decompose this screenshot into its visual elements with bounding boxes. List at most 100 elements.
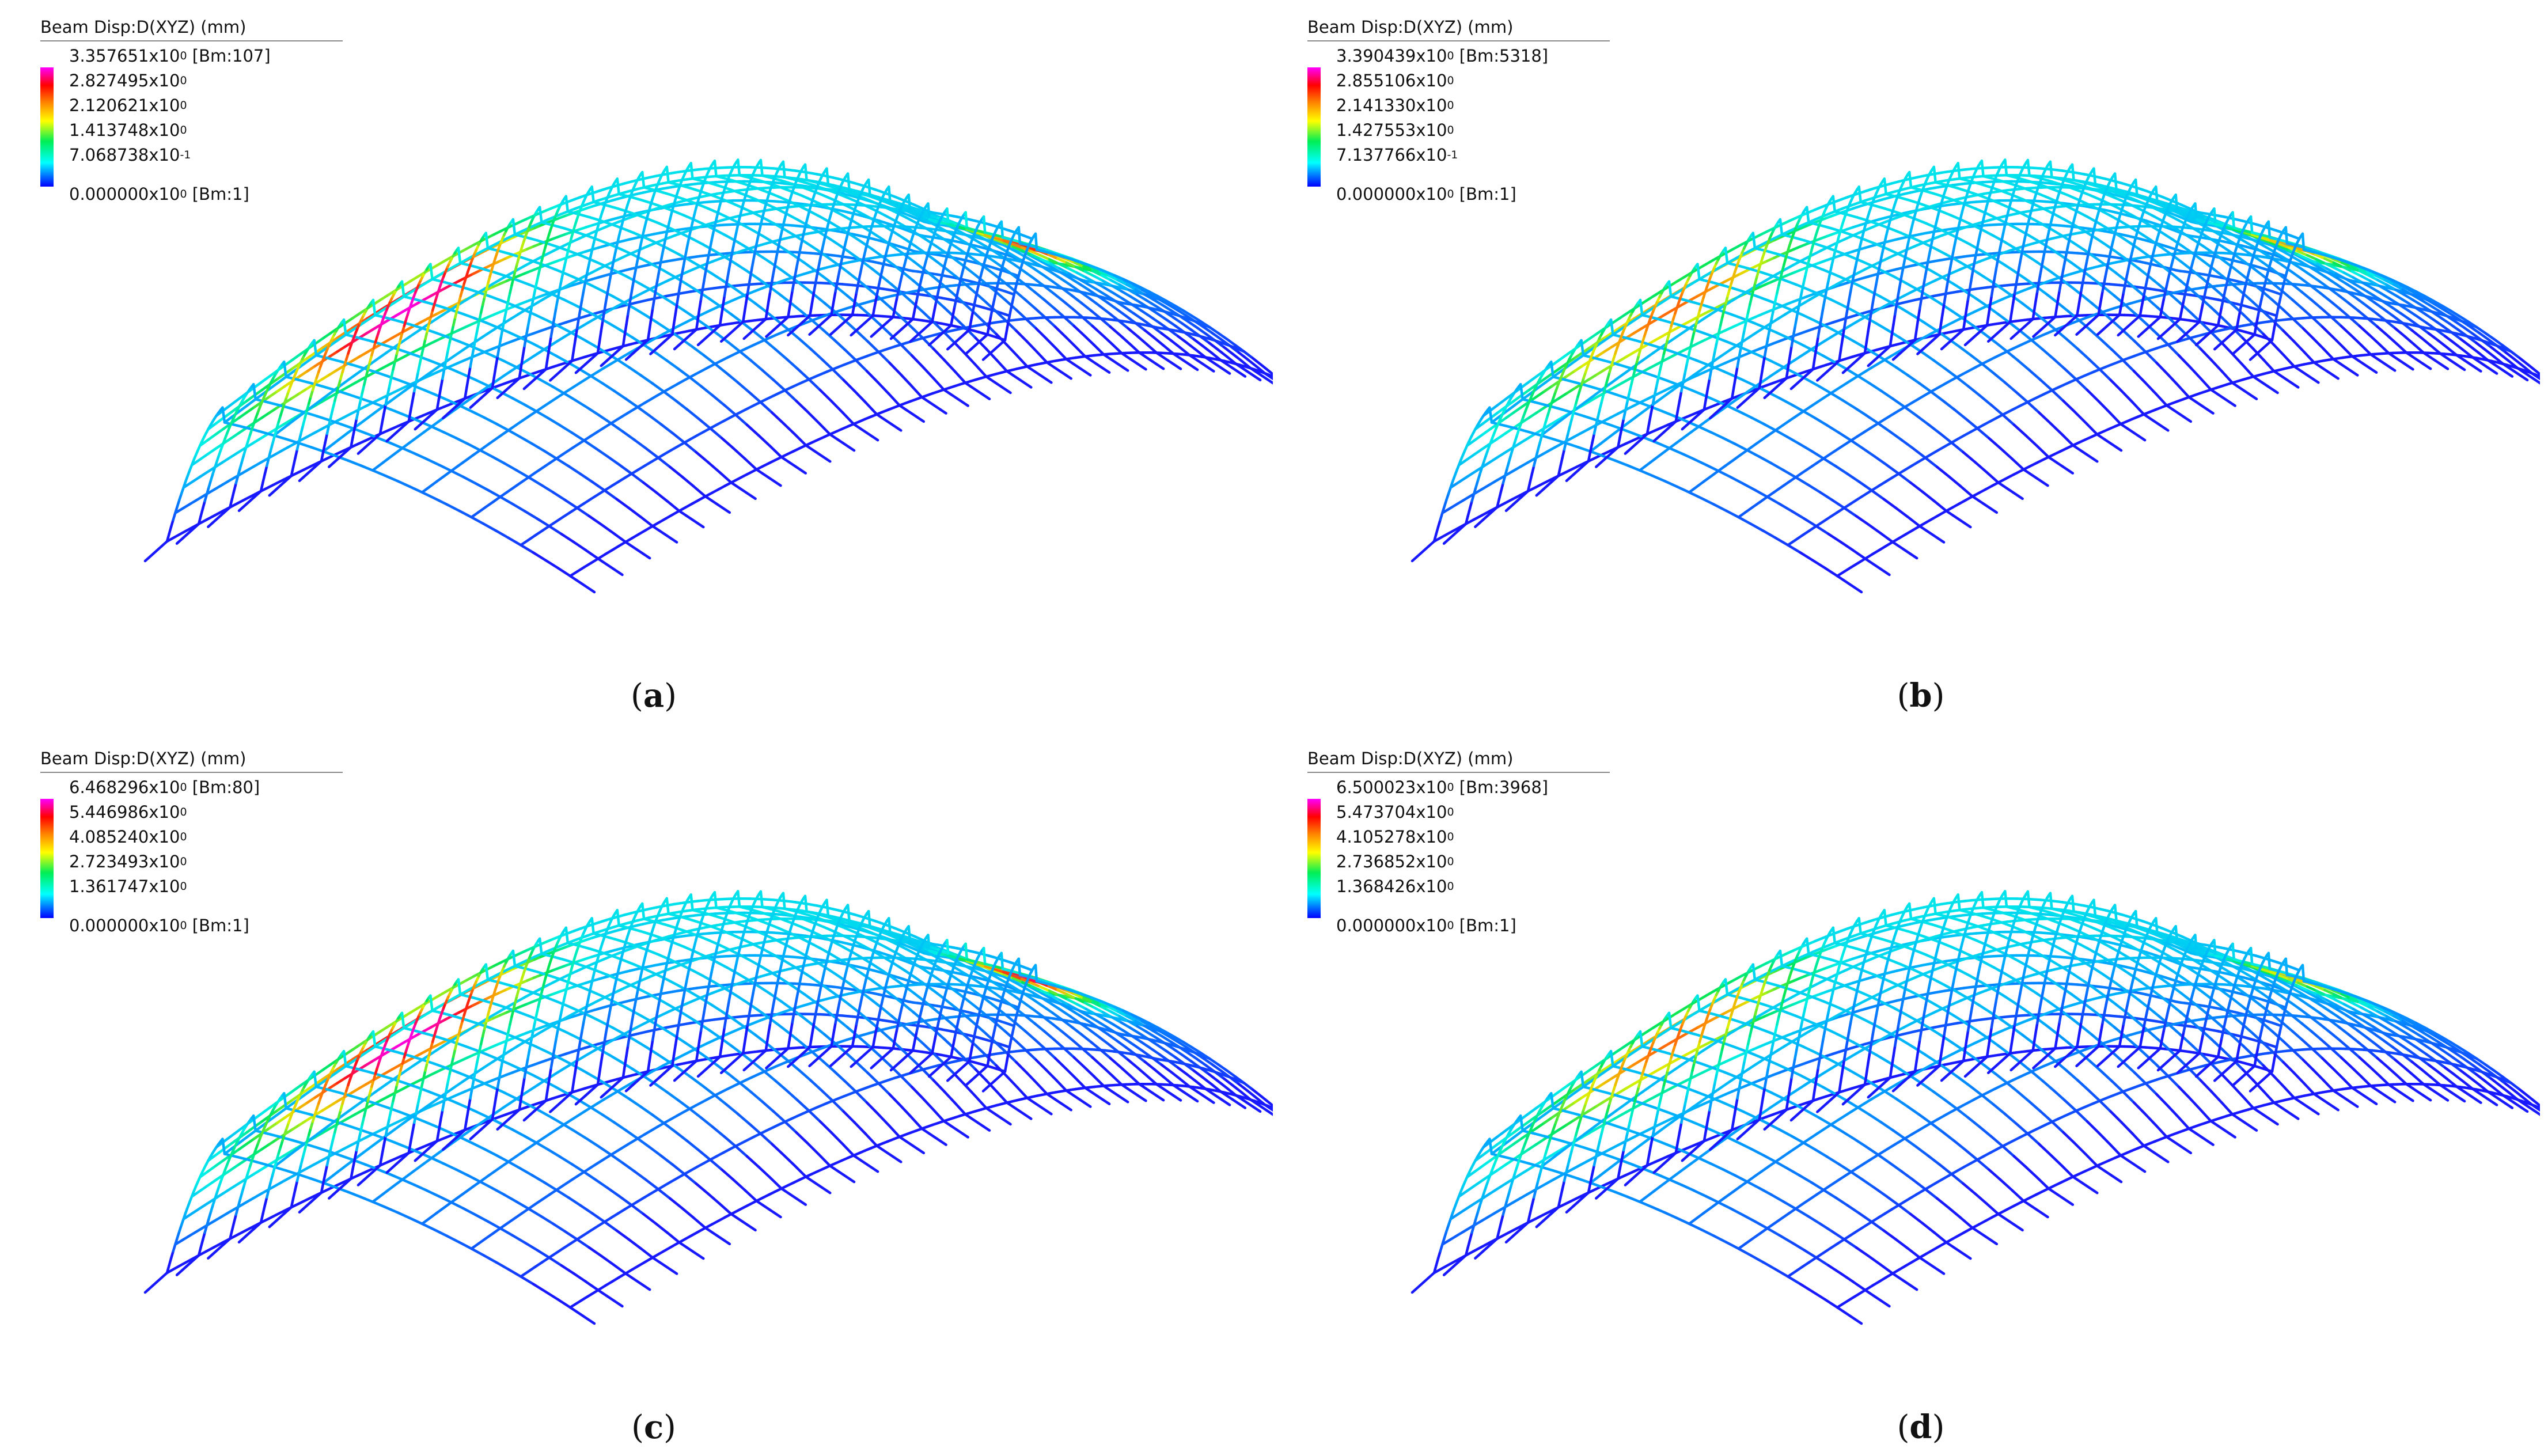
support-stub: [730, 481, 757, 500]
beam-member: [298, 369, 309, 378]
beam-member: [314, 336, 325, 345]
support-stub: [787, 314, 812, 337]
beam-member: [365, 327, 376, 335]
beam-member: [396, 479, 411, 488]
beam-member: [420, 486, 431, 494]
beam-member: [1025, 339, 1038, 353]
beam-member: [253, 380, 264, 388]
beam-member: [1527, 411, 1538, 419]
beam-member: [1116, 279, 1128, 286]
beam-member: [1240, 359, 1252, 370]
beam-member: [1214, 339, 1226, 349]
beam-member: [1090, 309, 1102, 320]
beam-member: [922, 288, 936, 300]
beam-member: [482, 522, 498, 532]
beam-member: [1123, 306, 1135, 315]
beam-member: [333, 392, 338, 403]
beam-member: [566, 273, 580, 281]
beam-member: [236, 424, 251, 430]
beam-member: [782, 160, 786, 179]
beam-member: [496, 344, 501, 358]
support-stub: [597, 557, 624, 577]
beam-member: [905, 210, 918, 217]
beam-member: [535, 410, 550, 420]
beam-member: [904, 216, 917, 225]
beam-member: [484, 232, 490, 250]
beam-member: [267, 449, 272, 460]
beam-member: [1225, 338, 1237, 347]
beam-member: [491, 455, 506, 465]
beam-member: [245, 393, 256, 403]
beam-member: [793, 433, 807, 447]
beam-member: [735, 180, 749, 187]
support-stub: [964, 381, 991, 400]
beam-member: [589, 283, 603, 292]
beam-member: [363, 367, 378, 374]
beam-member: [1208, 342, 1220, 351]
beam-member: [259, 481, 264, 493]
beam-member: [1151, 325, 1163, 335]
beam-member: [268, 406, 279, 415]
beam-member: [562, 264, 566, 275]
beam-member: [907, 194, 912, 212]
beam-member: [1696, 339, 1706, 345]
beam-member: [636, 405, 651, 417]
beam-member: [656, 270, 661, 282]
beam-member: [351, 312, 362, 320]
beam-member: [452, 261, 462, 268]
beam-member: [678, 274, 683, 286]
beam-member: [234, 474, 240, 485]
beam-member: [596, 366, 606, 373]
beam-member: [457, 247, 462, 264]
legend-value-min: 0.000000x100 [Bm:1]: [69, 184, 249, 204]
beam-member: [1481, 416, 1492, 425]
beam-member: [1005, 343, 1018, 357]
beam-member: [1044, 316, 1057, 328]
beam-member: [1201, 344, 1214, 355]
beam-member: [486, 438, 496, 447]
beam-member: [444, 335, 459, 343]
beam-member: [498, 249, 512, 256]
beam-member: [1543, 385, 1553, 393]
beam-member: [707, 297, 722, 308]
support-stub: [870, 316, 894, 338]
beam-member: [514, 419, 524, 427]
beam-member: [738, 350, 753, 362]
beam-member: [851, 306, 855, 317]
beam-member: [982, 215, 987, 234]
beam-member: [1667, 384, 1678, 390]
beam-member: [826, 183, 840, 188]
beam-member: [1169, 309, 1181, 317]
beam-member: [1029, 250, 1042, 257]
support-stub: [1065, 358, 1092, 377]
beam-member: [562, 511, 572, 518]
beam-member: [1092, 343, 1105, 356]
beam-member: [640, 257, 655, 266]
beam-member: [443, 358, 448, 371]
beam-member: [596, 426, 606, 433]
panel-caption: (a): [630, 677, 677, 715]
beam-member: [549, 339, 559, 347]
beam-member: [1132, 312, 1145, 321]
beam-member: [643, 236, 658, 244]
beam-member: [720, 198, 734, 205]
beam-member: [324, 432, 329, 444]
beam-member: [810, 319, 825, 331]
beam-member: [594, 447, 609, 458]
support-stub: [852, 422, 879, 442]
panel-b: Beam Disp:D(XYZ) (mm) 3.390439x100 [Bm:5…: [1302, 12, 2540, 720]
beam-member: [693, 218, 707, 227]
beam-member: [865, 369, 879, 384]
beam-member: [313, 339, 318, 357]
beam-member: [1149, 315, 1161, 324]
beam-member: [702, 243, 715, 252]
beam-member: [493, 434, 503, 442]
beam-member: [1565, 369, 1576, 378]
beam-member: [1511, 494, 1522, 500]
beam-member: [642, 186, 656, 192]
beam-member: [436, 335, 446, 342]
beam-member: [327, 357, 342, 363]
beam-member: [252, 383, 257, 401]
beam-member: [671, 432, 686, 444]
beam-member: [386, 385, 391, 397]
